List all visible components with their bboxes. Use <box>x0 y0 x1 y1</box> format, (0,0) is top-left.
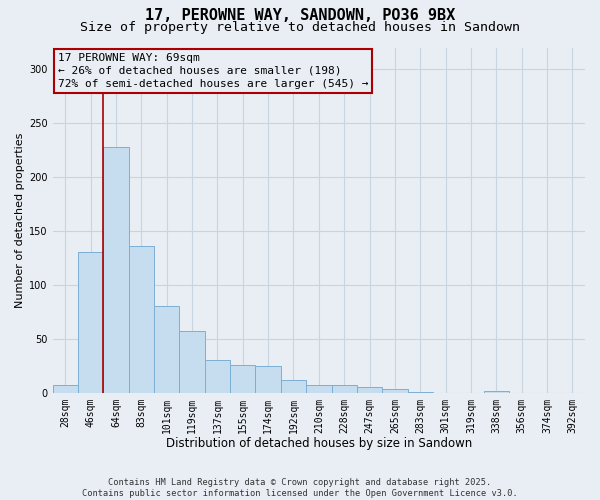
Bar <box>382 390 407 392</box>
Text: Contains HM Land Registry data © Crown copyright and database right 2025.
Contai: Contains HM Land Registry data © Crown c… <box>82 478 518 498</box>
Bar <box>281 380 306 392</box>
Text: Size of property relative to detached houses in Sandown: Size of property relative to detached ho… <box>80 21 520 34</box>
Bar <box>332 385 357 392</box>
Bar <box>357 388 382 392</box>
Bar <box>154 306 179 392</box>
Text: 17 PEROWNE WAY: 69sqm
← 26% of detached houses are smaller (198)
72% of semi-det: 17 PEROWNE WAY: 69sqm ← 26% of detached … <box>58 52 368 89</box>
Bar <box>129 246 154 392</box>
Y-axis label: Number of detached properties: Number of detached properties <box>15 132 25 308</box>
Bar <box>256 366 281 392</box>
Bar <box>53 385 78 392</box>
Bar <box>78 252 103 392</box>
Bar <box>230 364 256 392</box>
X-axis label: Distribution of detached houses by size in Sandown: Distribution of detached houses by size … <box>166 437 472 450</box>
Bar <box>306 385 332 392</box>
Bar <box>103 147 129 392</box>
Bar <box>179 331 205 392</box>
Text: 17, PEROWNE WAY, SANDOWN, PO36 9BX: 17, PEROWNE WAY, SANDOWN, PO36 9BX <box>145 8 455 22</box>
Bar <box>484 390 509 392</box>
Bar <box>205 360 230 392</box>
